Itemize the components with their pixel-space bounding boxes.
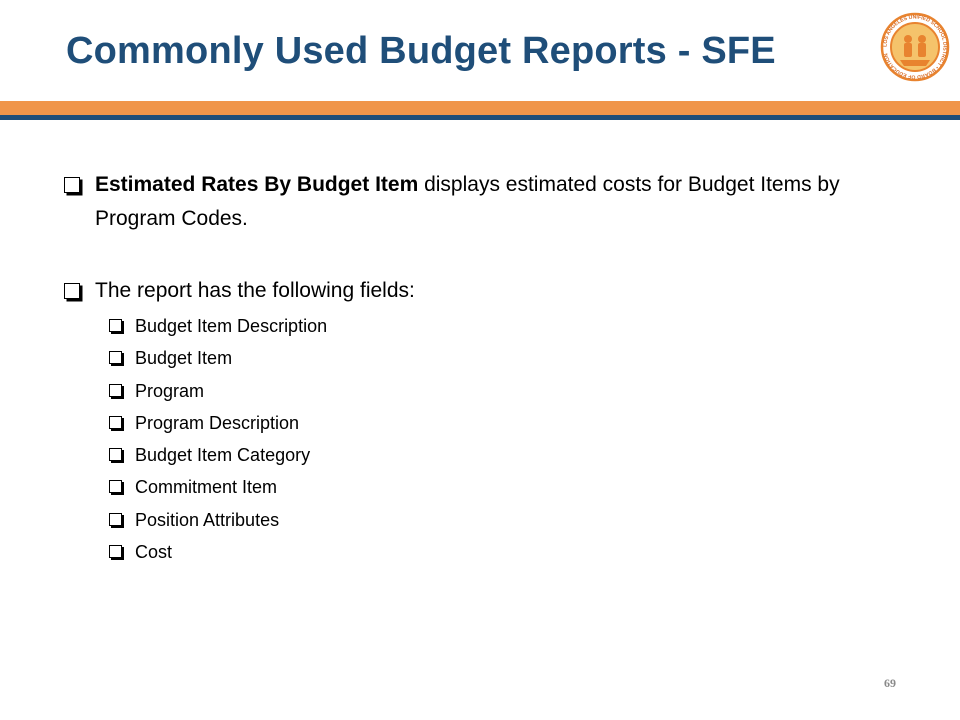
- bullet-estimated-rates: Estimated Rates By Budget Item displays …: [62, 168, 922, 236]
- field-list-item: Commitment Item: [107, 471, 922, 503]
- bullet-text: The report has the following fields:: [95, 279, 415, 302]
- field-list-item: Budget Item: [107, 342, 922, 374]
- field-list: Budget Item Description Budget Item Prog…: [62, 310, 922, 568]
- checkbox-bullet-icon: [64, 283, 80, 299]
- bullet-bold-text: Estimated Rates By Budget Item: [95, 173, 419, 196]
- page-number: 69: [884, 676, 896, 690]
- slide-title: Commonly Used Budget Reports - SFE: [66, 30, 776, 72]
- slide-content: Estimated Rates By Budget Item displays …: [62, 168, 922, 568]
- header-rule-orange: [0, 101, 960, 115]
- checkbox-bullet-icon: [109, 415, 122, 429]
- field-list-item: Position Attributes: [107, 504, 922, 536]
- checkbox-bullet-icon: [64, 177, 80, 193]
- field-list-item: Cost: [107, 536, 922, 568]
- bullet-report-fields: The report has the following fields:: [62, 274, 922, 308]
- field-list-item: Budget Item Description: [107, 310, 922, 342]
- field-list-item: Program: [107, 375, 922, 407]
- checkbox-bullet-icon: [109, 448, 122, 462]
- checkbox-bullet-icon: [109, 351, 122, 365]
- district-seal-logo: LOS ANGELES UNIFIED SCHOOL DISTRICT • BO…: [880, 12, 950, 82]
- field-list-item: Program Description: [107, 407, 922, 439]
- checkbox-bullet-icon: [109, 319, 122, 332]
- checkbox-bullet-icon: [109, 512, 122, 526]
- field-list-item: Budget Item Category: [107, 439, 922, 471]
- header-rule-navy: [0, 115, 960, 120]
- checkbox-bullet-icon: [109, 545, 122, 559]
- checkbox-bullet-icon: [109, 383, 122, 397]
- checkbox-bullet-icon: [109, 480, 122, 494]
- bullet-text: displays estimated costs for Budget Item…: [95, 173, 840, 230]
